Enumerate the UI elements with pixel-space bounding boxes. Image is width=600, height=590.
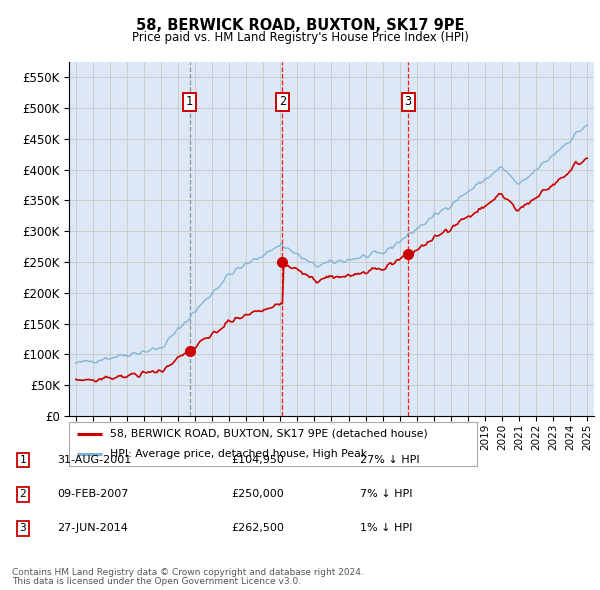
Text: £104,950: £104,950 [231, 455, 284, 465]
Text: 58, BERWICK ROAD, BUXTON, SK17 9PE: 58, BERWICK ROAD, BUXTON, SK17 9PE [136, 18, 464, 32]
Text: Contains HM Land Registry data © Crown copyright and database right 2024.: Contains HM Land Registry data © Crown c… [12, 568, 364, 577]
Text: 09-FEB-2007: 09-FEB-2007 [57, 489, 128, 499]
Text: 7% ↓ HPI: 7% ↓ HPI [360, 489, 413, 499]
Text: This data is licensed under the Open Government Licence v3.0.: This data is licensed under the Open Gov… [12, 577, 301, 586]
Text: £262,500: £262,500 [231, 523, 284, 533]
Text: 2: 2 [279, 96, 286, 109]
Text: 27-JUN-2014: 27-JUN-2014 [57, 523, 128, 533]
Text: 58, BERWICK ROAD, BUXTON, SK17 9PE (detached house): 58, BERWICK ROAD, BUXTON, SK17 9PE (deta… [110, 429, 428, 439]
Text: 3: 3 [19, 523, 26, 533]
Text: £250,000: £250,000 [231, 489, 284, 499]
Text: 2: 2 [19, 489, 26, 499]
Text: 1% ↓ HPI: 1% ↓ HPI [360, 523, 412, 533]
Text: 31-AUG-2001: 31-AUG-2001 [57, 455, 131, 465]
Text: Price paid vs. HM Land Registry's House Price Index (HPI): Price paid vs. HM Land Registry's House … [131, 31, 469, 44]
Text: 3: 3 [404, 96, 412, 109]
Text: 27% ↓ HPI: 27% ↓ HPI [360, 455, 419, 465]
Text: HPI: Average price, detached house, High Peak: HPI: Average price, detached house, High… [110, 449, 367, 459]
Text: 1: 1 [19, 455, 26, 465]
Text: 1: 1 [186, 96, 193, 109]
